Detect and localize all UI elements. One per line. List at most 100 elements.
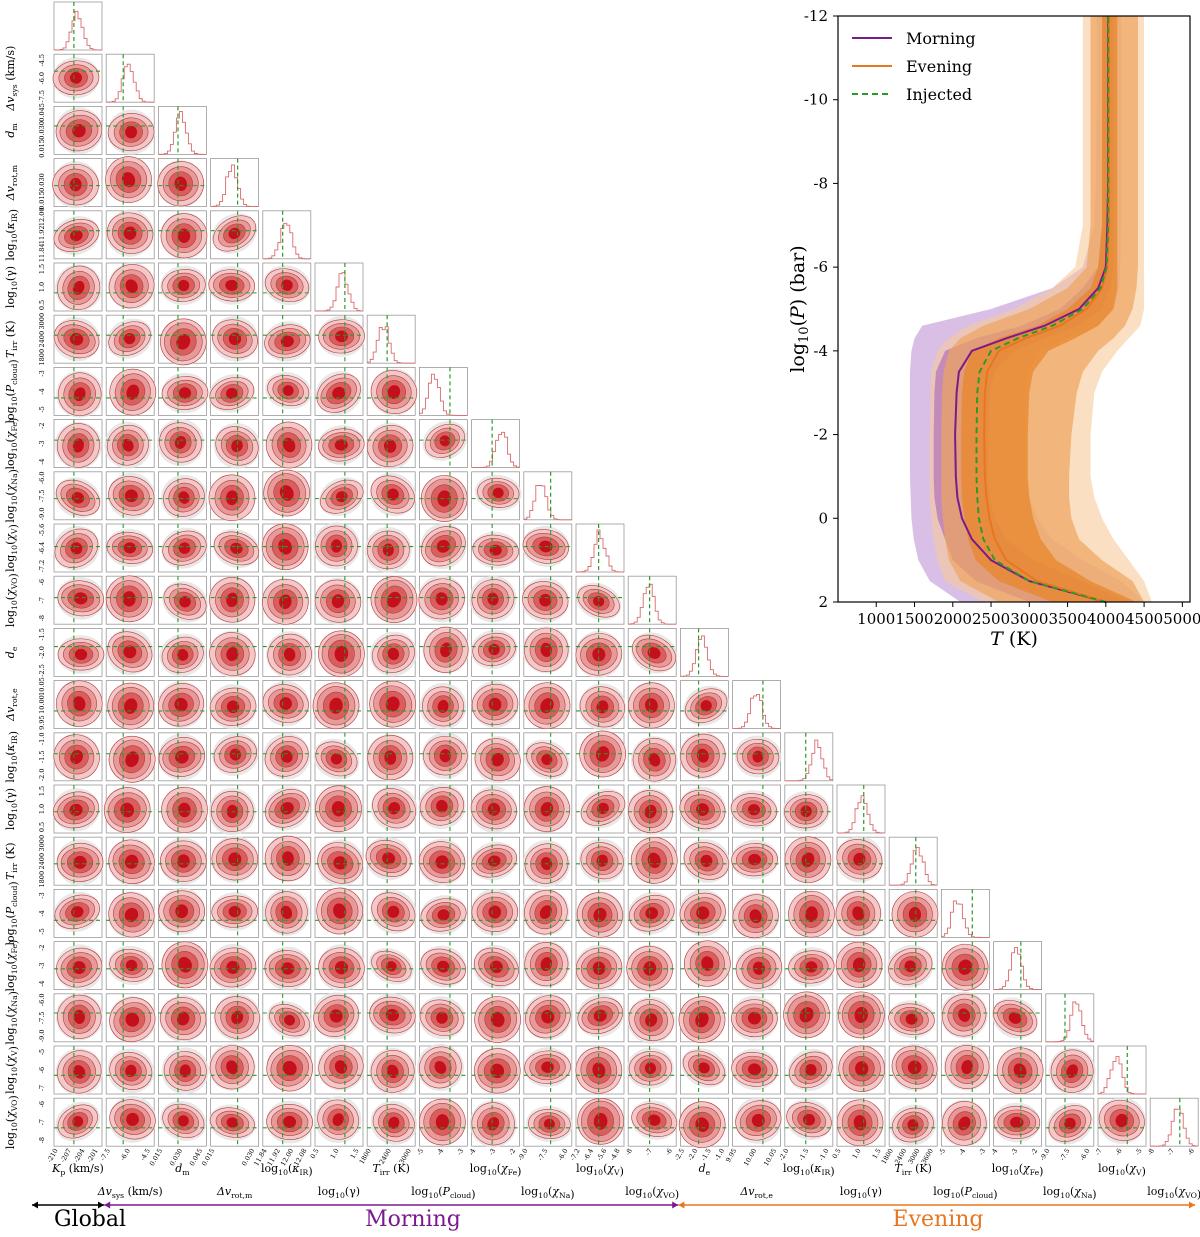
contour-panel: [732, 732, 782, 782]
contour-panel: [312, 522, 364, 573]
contour-panel: [105, 889, 155, 939]
tp-profile-panel: 1000 1500 2000 2500 3000 3500 4000 4500 5000 2 0 -…: [787, 7, 1200, 650]
axis-label-left: Tirr (K): [4, 320, 19, 357]
contour-panel: [888, 1043, 939, 1095]
contour-panel: [732, 889, 781, 940]
parameter-group-arrows: Global Morning Evening: [32, 1201, 1195, 1232]
contour-panel: [210, 314, 260, 364]
contour-panel: [680, 836, 730, 886]
axis-label-bottom: log10(χNa): [1043, 1185, 1097, 1201]
contour-panel: [521, 575, 573, 625]
contour-panel: [105, 106, 155, 155]
histogram-panel: [680, 628, 729, 677]
tick-label: -6.0: [1078, 1147, 1091, 1162]
tp-x-tick-label: 5000: [1163, 610, 1200, 628]
contour-panel: [679, 732, 729, 782]
axis-label-left: log10(χVO): [4, 573, 20, 627]
contour-panel: [53, 314, 103, 364]
tick-label: -1.0: [38, 733, 46, 746]
contour-panel: [731, 836, 781, 886]
axis-label-bottom: Δvrot,m: [216, 1185, 253, 1200]
contour-panel: [575, 784, 626, 834]
contour-panel: [366, 628, 417, 677]
contour-panel: [888, 1097, 938, 1147]
tp-x-tick-label: 3500: [1048, 610, 1086, 628]
tick-label: 10.05: [762, 1147, 778, 1167]
contour-panel: [418, 941, 468, 990]
contour-panel: [470, 836, 521, 886]
contour-panel: [366, 732, 416, 782]
contour-panel: [680, 940, 731, 990]
tick-label: -7: [1166, 1147, 1176, 1156]
tick-label: -6: [38, 1067, 46, 1073]
contour-panel: [105, 628, 155, 677]
tick-label: -6: [1186, 1147, 1196, 1156]
contour-panel: [888, 993, 938, 1043]
histogram-steps: [1150, 1108, 1199, 1147]
tick-label: 0.5: [38, 300, 46, 310]
tick-label: -2.0: [38, 646, 46, 659]
legend-label-injected: Injected: [906, 85, 972, 104]
tick-label: -6.0: [556, 1147, 569, 1162]
contour-panel: [732, 1097, 782, 1147]
tick-label: 1800: [38, 349, 46, 366]
tick-label: -7.5: [38, 1012, 46, 1025]
tick-label: -9.0: [516, 1147, 529, 1162]
contour-panel: [314, 419, 365, 469]
contour-panel: [208, 784, 260, 835]
contour-panel: [53, 993, 103, 1043]
contour-panel: [262, 366, 312, 416]
tick-label: -8: [624, 1147, 634, 1156]
axis-label-bottom: log10(κIR): [783, 1162, 835, 1178]
contour-panel: [157, 418, 207, 469]
contour-panel: [471, 471, 522, 521]
contour-panel: [680, 1045, 729, 1095]
contour-panel: [209, 941, 260, 991]
axis-label-bottom: dm: [175, 1162, 190, 1177]
tick-label: -2.5: [38, 664, 46, 677]
axis-label-bottom: Δvrot,e: [739, 1185, 773, 1200]
group-label-evening: Evening: [893, 1207, 984, 1232]
contour-panel: [262, 1097, 314, 1147]
tick-label: -3: [487, 1147, 497, 1156]
corner-bottom-axis-labels: -210 -207 -204 -201-7.5 -6.0 -4.50.015 0.030 0.…: [45, 1147, 1200, 1201]
contour-panel: [53, 366, 104, 418]
contour-panel: [157, 887, 207, 938]
contour-panel: [52, 784, 103, 834]
axis-label-left: log10(Pcloud): [4, 881, 20, 945]
tick-label: -3: [38, 962, 46, 968]
contour-panel: [105, 366, 157, 416]
contour-panel: [157, 158, 207, 208]
contour-panel: [208, 575, 260, 625]
contour-panel: [627, 993, 677, 1044]
contour-panel: [262, 888, 312, 938]
contour-panel: [157, 993, 207, 1043]
contour-panel: [835, 835, 886, 886]
contour-panel: [993, 1097, 1042, 1147]
tick-label: -7.5: [38, 490, 46, 503]
contour-panel: [262, 419, 313, 469]
tick-label: -6: [1114, 1147, 1124, 1156]
tick-label: 0.045: [38, 103, 46, 122]
tp-x-tick-label: 3000: [1010, 610, 1048, 628]
contour-panel: [471, 993, 522, 1043]
histogram-steps: [419, 373, 468, 416]
contour-panel: [678, 1097, 729, 1149]
contour-panel: [210, 523, 260, 573]
axis-label-left: log10(χFe): [4, 940, 20, 992]
contour-panel: [627, 1097, 678, 1147]
contour-panel: [210, 210, 260, 260]
tick-label: -1.5: [797, 1147, 810, 1162]
tick-label: 0.015: [148, 1147, 164, 1167]
contour-panel: [105, 732, 156, 783]
histogram-panel: [941, 889, 990, 938]
tick-label: 1800: [358, 1147, 373, 1165]
axis-label-bottom: log10(χFe): [470, 1162, 522, 1178]
tick-label: -7.5: [99, 1147, 112, 1162]
tick-label: -5: [38, 1049, 46, 1055]
tick-label: -6.0: [38, 472, 46, 485]
tick-label: -2: [1029, 1147, 1039, 1156]
contour-panel: [105, 209, 155, 260]
histogram-steps: [837, 795, 885, 834]
contour-panel: [314, 471, 365, 521]
